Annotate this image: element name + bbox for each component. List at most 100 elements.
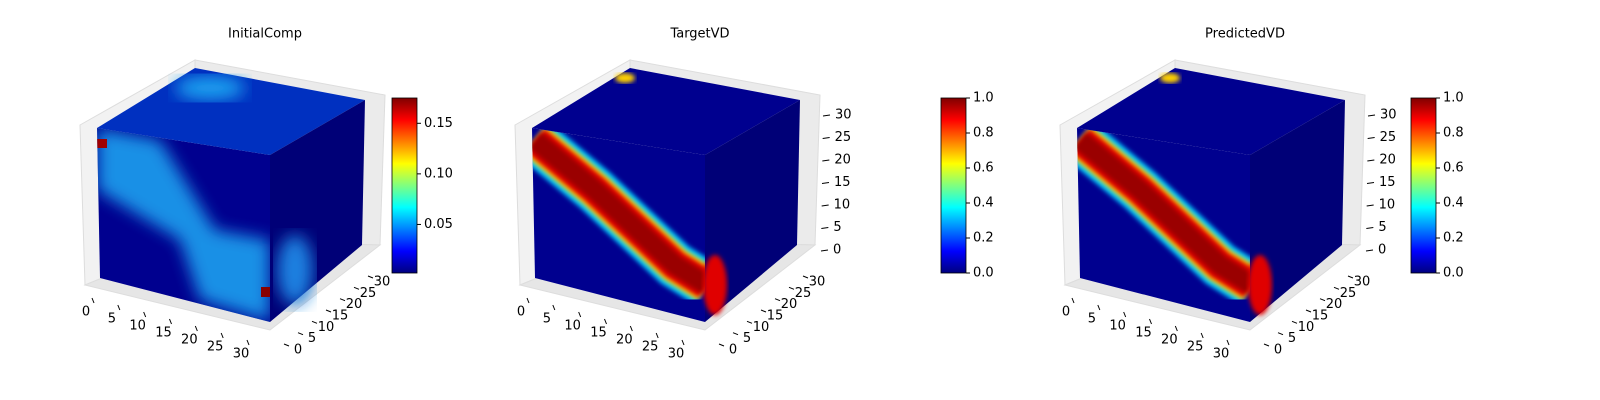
band (1077, 132, 1250, 294)
y-tick-label: 0 (729, 343, 737, 358)
z-tick (1367, 159, 1375, 162)
z-tick-label: 0 (1378, 243, 1386, 258)
y-tick-label: 10 (753, 320, 770, 335)
x-tick (681, 339, 685, 346)
y-tick-label: 20 (346, 297, 363, 312)
z-tick (822, 137, 830, 139)
panel-title: TargetVD (669, 27, 729, 42)
x-tick (246, 339, 250, 346)
colorbar (391, 97, 418, 274)
x-tick-label: 25 (642, 340, 659, 355)
y-tick (1319, 298, 1326, 302)
x-tick (655, 332, 659, 339)
x-tick-label: 30 (668, 347, 685, 362)
x-tick-label: 30 (1213, 347, 1230, 362)
x-tick (91, 297, 95, 304)
blob (277, 235, 313, 305)
x-tick-label: 15 (1135, 326, 1152, 341)
z-tick (822, 114, 831, 117)
y-tick (283, 343, 290, 347)
x-tick-label: 20 (181, 333, 198, 348)
blob (1160, 73, 1180, 83)
x-tick-label: 5 (108, 312, 116, 327)
y-tick (1305, 309, 1312, 313)
colorbar-tick-label: 0.6 (973, 161, 994, 176)
z-tick (1367, 114, 1376, 117)
x-tick-label: 10 (129, 319, 146, 334)
x-tick (629, 325, 633, 332)
y-tick-label: 25 (360, 286, 377, 301)
x-tick (1174, 325, 1178, 332)
z-tick-label: 30 (1380, 108, 1397, 123)
colorbar-tick-label: 0.8 (973, 126, 994, 141)
y-tick-label: 15 (1312, 309, 1329, 324)
colorbar-tick-label: 0.0 (973, 266, 994, 281)
blob (1248, 255, 1272, 315)
y-tick (746, 320, 753, 324)
x-tick (1097, 304, 1101, 311)
hot-spot (261, 287, 270, 297)
x-tick-label: 0 (82, 305, 90, 320)
x-tick-label: 20 (1161, 333, 1178, 348)
x-tick (526, 297, 530, 304)
front-content (532, 128, 705, 305)
blob (615, 73, 635, 83)
colorbar-tick-label: 0.0 (1443, 266, 1464, 281)
y-tick (802, 275, 809, 279)
z-tick-label: 25 (1380, 130, 1397, 145)
x-tick (117, 304, 121, 311)
x-tick-label: 25 (207, 340, 224, 355)
x-tick-label: 15 (590, 326, 607, 341)
top-face (532, 68, 800, 155)
colorbar-tick-label: 0.6 (1443, 161, 1464, 176)
z-tick (821, 204, 829, 207)
z-tick-label: 20 (1379, 153, 1396, 168)
colorbar (1410, 97, 1437, 274)
x-tick-label: 30 (233, 347, 250, 362)
z-tick-label: 10 (1379, 198, 1396, 213)
y-tick-label: 5 (743, 331, 751, 346)
z-tick-label: 20 (834, 153, 851, 168)
y-tick (1347, 275, 1354, 279)
y-tick-label: 20 (1326, 297, 1343, 312)
top-face (97, 68, 365, 155)
z-tick-label: 30 (835, 108, 852, 123)
y-tick (774, 298, 781, 302)
x-tick-label: 0 (517, 305, 525, 320)
blob (703, 255, 727, 315)
colorbar-tick-label: 0.4 (973, 196, 994, 211)
z-tick (822, 159, 830, 162)
z-tick-label: 5 (833, 220, 841, 235)
panel-title: InitialComp (228, 27, 302, 42)
x-tick (552, 304, 556, 311)
right-face (705, 100, 800, 322)
y-tick-label: 20 (781, 297, 798, 312)
y-tick (353, 286, 360, 290)
z-tick (1367, 137, 1375, 139)
panel-title: PredictedVD (1205, 27, 1285, 42)
front-content (97, 128, 270, 322)
blob (175, 76, 245, 100)
y-tick-label: 30 (809, 275, 826, 290)
z-tick (1366, 182, 1375, 184)
band (532, 132, 705, 294)
x-tick (194, 325, 198, 332)
x-tick (604, 318, 607, 325)
x-tick-label: 10 (564, 319, 581, 334)
z-tick (821, 182, 830, 184)
y-tick (788, 286, 795, 290)
y-tick (311, 320, 318, 324)
y-tick-label: 15 (767, 309, 784, 324)
y-tick-label: 5 (308, 331, 316, 346)
y-tick (760, 309, 767, 313)
z-tick-label: 0 (833, 243, 841, 258)
x-tick-label: 25 (1187, 340, 1204, 355)
y-tick-label: 0 (294, 343, 302, 358)
colorbar-tick-label: 0.8 (1443, 126, 1464, 141)
y-tick-label: 15 (332, 309, 349, 324)
colorbar-tick-label: 0.2 (973, 231, 994, 246)
y-tick-label: 25 (795, 286, 812, 301)
y-tick (732, 332, 739, 336)
x-tick (1200, 332, 1204, 339)
